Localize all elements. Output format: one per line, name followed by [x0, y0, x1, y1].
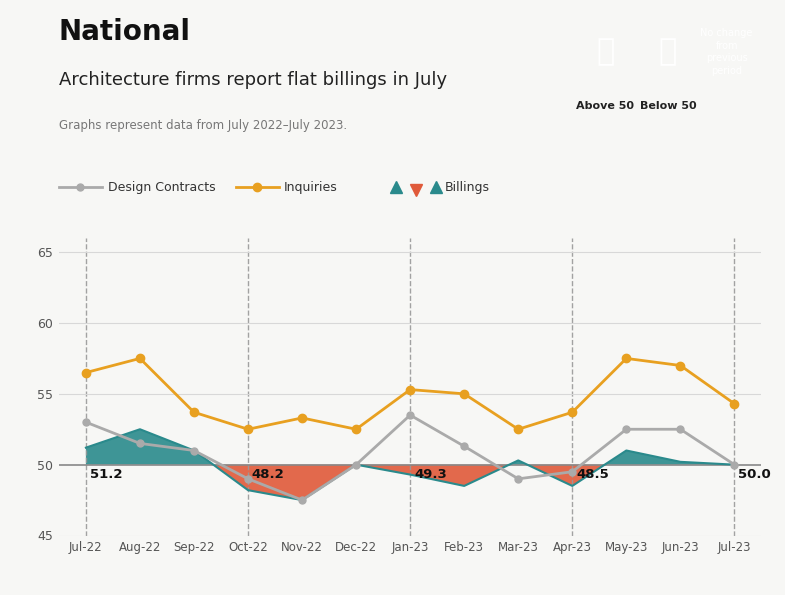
Text: No change
from
previous
period: No change from previous period [700, 29, 753, 76]
Text: 51.2: 51.2 [89, 468, 122, 481]
Text: 50.0: 50.0 [738, 468, 771, 481]
Text: Architecture firms report flat billings in July: Architecture firms report flat billings … [59, 71, 447, 89]
Text: Design Contracts: Design Contracts [108, 181, 215, 194]
Text: Inquiries: Inquiries [284, 181, 338, 194]
Text: Graphs represent data from July 2022–July 2023.: Graphs represent data from July 2022–Jul… [59, 119, 347, 132]
Text: National: National [59, 18, 191, 46]
Text: 👍: 👍 [596, 37, 615, 67]
Text: Above 50: Above 50 [576, 101, 634, 111]
Text: Below 50: Below 50 [640, 101, 696, 111]
Text: 48.5: 48.5 [576, 468, 609, 481]
Text: Billings: Billings [445, 181, 490, 194]
Text: 👎: 👎 [659, 37, 677, 67]
Text: 49.3: 49.3 [414, 468, 447, 481]
Text: 48.2: 48.2 [252, 468, 285, 481]
